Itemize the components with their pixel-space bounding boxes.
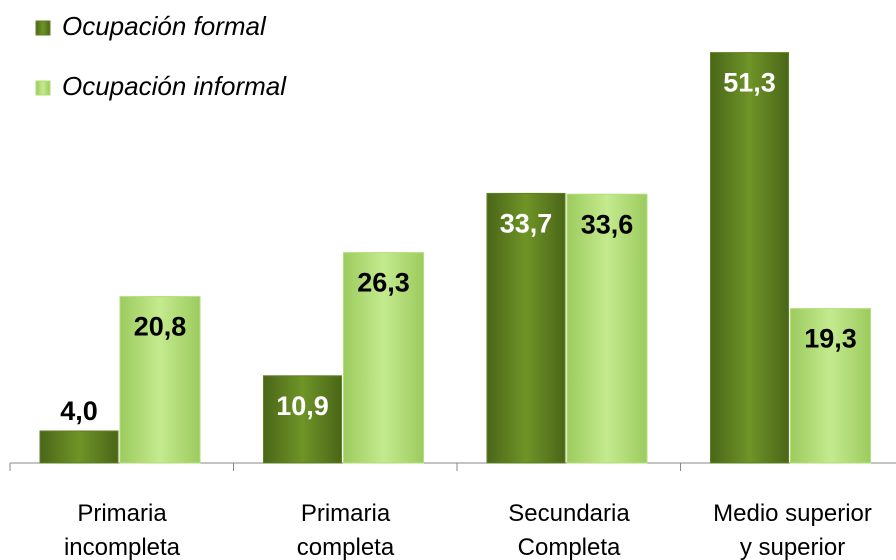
data-label: 51,3: [723, 68, 776, 98]
data-label: 33,7: [500, 209, 553, 239]
data-label: 19,3: [804, 324, 857, 354]
legend-label: Ocupación formal: [62, 11, 267, 41]
data-label: 26,3: [357, 268, 410, 298]
bar: [710, 52, 789, 464]
bar: [119, 296, 201, 464]
bar: [343, 252, 424, 464]
data-label: 10,9: [276, 391, 329, 421]
bar: [486, 192, 566, 464]
bar: [566, 193, 648, 464]
data-label: 4,0: [60, 396, 98, 426]
bar: [263, 375, 342, 464]
data-label: 20,8: [134, 312, 187, 342]
bar: [39, 430, 119, 464]
x-tick-label: Primaria incompleta: [63, 500, 181, 560]
x-tick-label: Medio superior y superior: [713, 500, 872, 560]
legend-label: Ocupación informal: [62, 71, 287, 101]
x-tick-label: Primaria completa: [296, 500, 395, 560]
legend-swatch: [35, 20, 51, 36]
data-label: 33,6: [581, 209, 634, 239]
bar: [790, 308, 871, 464]
x-tick-label: Secundaria Completa: [508, 500, 630, 560]
legend-swatch: [35, 80, 51, 96]
